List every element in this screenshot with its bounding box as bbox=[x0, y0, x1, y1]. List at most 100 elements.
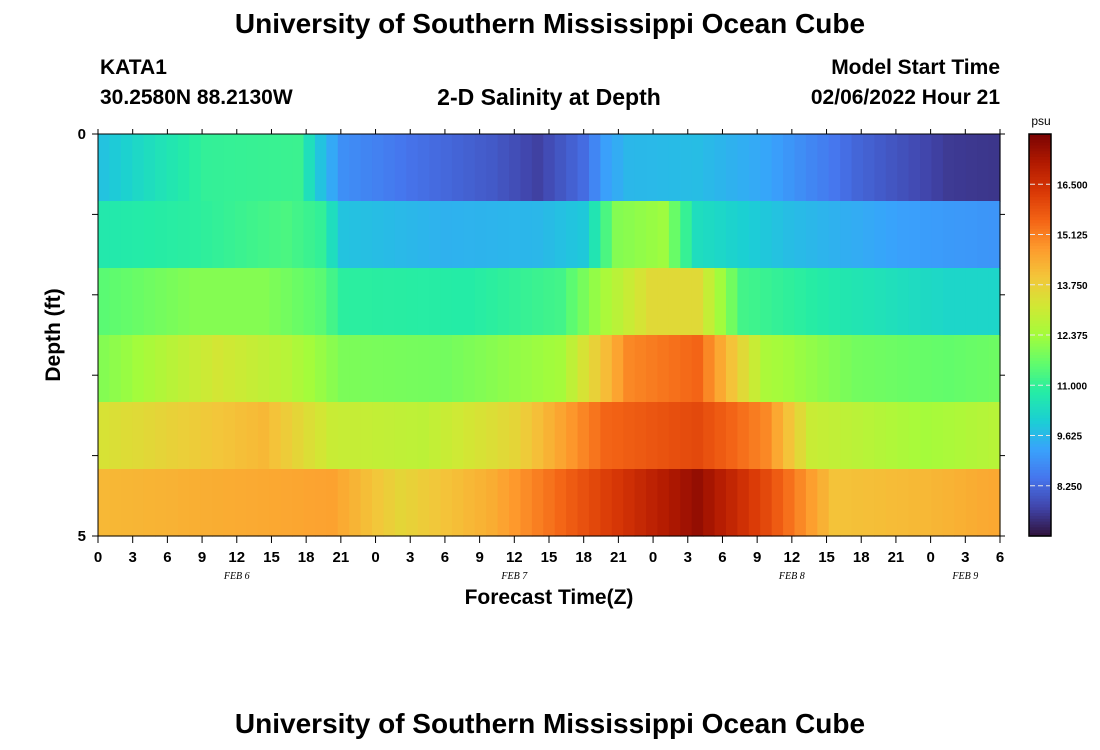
colorbar-swatch bbox=[1029, 372, 1051, 376]
heatmap-cell bbox=[805, 134, 818, 202]
heatmap-cell bbox=[109, 268, 122, 336]
colorbar-swatch bbox=[1029, 515, 1051, 520]
heatmap-cell bbox=[326, 268, 339, 336]
colorbar-swatch bbox=[1029, 188, 1051, 193]
colorbar-swatch bbox=[1029, 380, 1051, 385]
axes: 0 3 6 9 12 15 18 21 0 3 6 9 12 15 18 21 0 3 6 9 12 15 18 21 0 3 6 F… bbox=[78, 126, 1005, 582]
heatmap-cell bbox=[440, 469, 453, 537]
colorbar-swatch bbox=[1029, 294, 1051, 299]
heatmap-cell bbox=[554, 134, 567, 202]
heatmap-cell bbox=[817, 469, 830, 537]
colorbar-swatch bbox=[1029, 375, 1051, 379]
heatmap-cell bbox=[931, 268, 944, 336]
colorbar-swatch bbox=[1029, 357, 1051, 362]
heatmap-cell bbox=[212, 201, 225, 269]
heatmap-cell bbox=[748, 402, 761, 470]
y-axis-title: Depth (ft) bbox=[42, 288, 65, 381]
colorbar-swatch bbox=[1029, 464, 1051, 468]
heatmap-cell bbox=[349, 134, 362, 202]
heatmap-cell bbox=[840, 201, 853, 269]
colorbar-swatch bbox=[1029, 162, 1051, 167]
heatmap-cell bbox=[554, 469, 567, 537]
colorbar-swatch bbox=[1029, 268, 1051, 273]
heatmap-cell bbox=[280, 134, 293, 202]
heatmap-cell bbox=[588, 469, 601, 537]
heatmap-cell bbox=[748, 268, 761, 336]
x-tick-label: 15 bbox=[263, 549, 280, 566]
x-tick-label: 6 bbox=[441, 549, 449, 566]
heatmap-cell bbox=[177, 335, 190, 403]
colorbar-swatch bbox=[1029, 202, 1051, 207]
heatmap-cell bbox=[451, 134, 464, 202]
colorbar-swatch bbox=[1029, 449, 1051, 454]
colorbar-swatch bbox=[1029, 513, 1051, 517]
heatmap-cell bbox=[337, 335, 350, 403]
heatmap-cell bbox=[417, 469, 430, 537]
heatmap-cell bbox=[725, 335, 738, 403]
heatmap-cell bbox=[920, 335, 933, 403]
heatmap-cell bbox=[931, 402, 944, 470]
colorbar-swatch bbox=[1029, 165, 1051, 170]
heatmap-cell bbox=[120, 402, 133, 470]
heatmap-cell bbox=[463, 402, 476, 470]
colorbar-swatch bbox=[1029, 360, 1051, 365]
heatmap-cell bbox=[600, 134, 613, 202]
colorbar-swatch bbox=[1029, 507, 1051, 511]
heatmap-cell bbox=[292, 134, 305, 202]
heatmap-cell bbox=[725, 469, 738, 537]
x-tick-label: 12 bbox=[506, 549, 523, 566]
heatmap-cell bbox=[703, 268, 716, 336]
heatmap-cell bbox=[486, 469, 499, 537]
heatmap-cell bbox=[314, 201, 327, 269]
heatmap-cell bbox=[269, 134, 282, 202]
heatmap-cell bbox=[851, 469, 864, 537]
colorbar-swatch bbox=[1029, 429, 1051, 434]
colorbar-swatch bbox=[1029, 151, 1051, 155]
heatmap-cell bbox=[326, 469, 339, 537]
colorbar-swatch bbox=[1029, 452, 1051, 457]
heatmap-cell bbox=[954, 134, 967, 202]
colorbar-swatch bbox=[1029, 335, 1051, 339]
heatmap-cell bbox=[566, 201, 579, 269]
date-label: FEB 8 bbox=[778, 571, 805, 582]
heatmap-cell bbox=[155, 134, 168, 202]
heatmap-cell bbox=[794, 335, 807, 403]
heatmap-cell bbox=[520, 469, 533, 537]
x-tick-label: 3 bbox=[406, 549, 414, 566]
colorbar-swatch bbox=[1029, 467, 1051, 471]
heatmap-cell bbox=[326, 201, 339, 269]
colorbar-swatch bbox=[1029, 142, 1051, 147]
heatmap-cell bbox=[897, 469, 910, 537]
colorbar-swatch bbox=[1029, 401, 1051, 405]
heatmap-cell bbox=[177, 134, 190, 202]
heatmap-cell bbox=[680, 335, 693, 403]
colorbar-swatch bbox=[1029, 179, 1051, 184]
heatmap-cell bbox=[406, 335, 419, 403]
heatmap-cell bbox=[851, 134, 864, 202]
heatmap-cell bbox=[862, 335, 876, 403]
heatmap-cell bbox=[646, 335, 659, 403]
heatmap-cell bbox=[509, 201, 522, 269]
heatmap-cell bbox=[269, 335, 282, 403]
colorbar-swatch bbox=[1029, 409, 1051, 414]
heatmap-cell bbox=[143, 335, 156, 403]
heatmap-cell bbox=[349, 201, 362, 269]
heatmap-cell bbox=[326, 402, 339, 470]
heatmap-cell bbox=[155, 335, 168, 403]
heatmap-cell bbox=[600, 402, 613, 470]
heatmap-cell bbox=[942, 268, 955, 336]
heatmap-cell bbox=[417, 402, 430, 470]
heatmap-cell bbox=[988, 201, 1001, 269]
heatmap-cell bbox=[189, 201, 202, 269]
heatmap-cell bbox=[680, 402, 693, 470]
heatmap-cell bbox=[977, 469, 990, 537]
heatmap-cell bbox=[132, 335, 145, 403]
heatmap-cell bbox=[120, 335, 133, 403]
heatmap-cell bbox=[920, 469, 933, 537]
heatmap-cell bbox=[680, 134, 693, 202]
heatmap-cell bbox=[725, 268, 738, 336]
colorbar-swatch bbox=[1029, 392, 1051, 396]
colorbar-swatch bbox=[1029, 257, 1051, 261]
heatmap-cell bbox=[942, 201, 955, 269]
heatmap-cell bbox=[737, 201, 750, 269]
